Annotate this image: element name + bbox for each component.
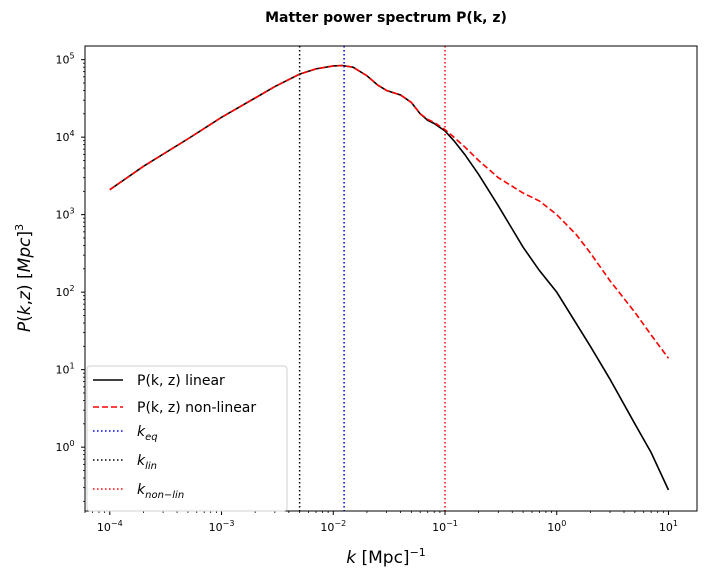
x-axis-label: k [Mpc]−1: [346, 546, 426, 568]
chart-title: Matter power spectrum P(k, z): [265, 10, 507, 26]
y-tick-label: 103: [55, 207, 74, 222]
x-tick-label: 100: [547, 519, 566, 534]
x-tick-label: 10−3: [209, 519, 235, 534]
y-axis-label: P(k,z) [Mpc]3: [13, 224, 35, 332]
y-tick-label: 102: [55, 284, 74, 299]
data-series: [109, 64, 670, 491]
legend: P(k, z) linear P(k, z) non-linear keq klin k…: [86, 365, 288, 512]
legend-item-k-eq: keq: [93, 424, 158, 443]
y-tick-label: 104: [55, 129, 74, 144]
y-tick-label: 100: [55, 439, 74, 454]
legend-label: klin: [137, 453, 157, 472]
legend-label: P(k, z) linear: [137, 373, 225, 389]
x-tick-label: 10−4: [97, 519, 123, 534]
legend-item-k-lin: klin: [93, 453, 157, 472]
x-axis-ticks: 10−4 10−3 10−2 10−1 100 101: [84, 511, 678, 534]
legend-box: [86, 365, 288, 512]
legend-item-k-non-lin: knon−lin: [93, 482, 184, 501]
plot-area: [109, 46, 670, 511]
legend-label: knon−lin: [137, 482, 184, 501]
y-axis-ticks: 100 101 102 103 104 105: [55, 52, 85, 502]
legend-item-nonlinear: P(k, z) non-linear: [93, 400, 256, 416]
x-tick-label: 101: [659, 519, 678, 534]
plot-frame: [84, 45, 698, 512]
y-tick-label: 105: [55, 52, 74, 67]
x-tick-label: 10−2: [320, 519, 346, 534]
y-tick-label: 101: [55, 362, 74, 377]
reference-lines: [298, 46, 446, 511]
legend-item-linear: P(k, z) linear: [93, 373, 225, 389]
x-tick-label: 10−1: [432, 519, 458, 534]
series-nonlinear-line: [109, 64, 670, 359]
legend-label: keq: [137, 424, 158, 443]
legend-label: P(k, z) non-linear: [137, 400, 256, 416]
